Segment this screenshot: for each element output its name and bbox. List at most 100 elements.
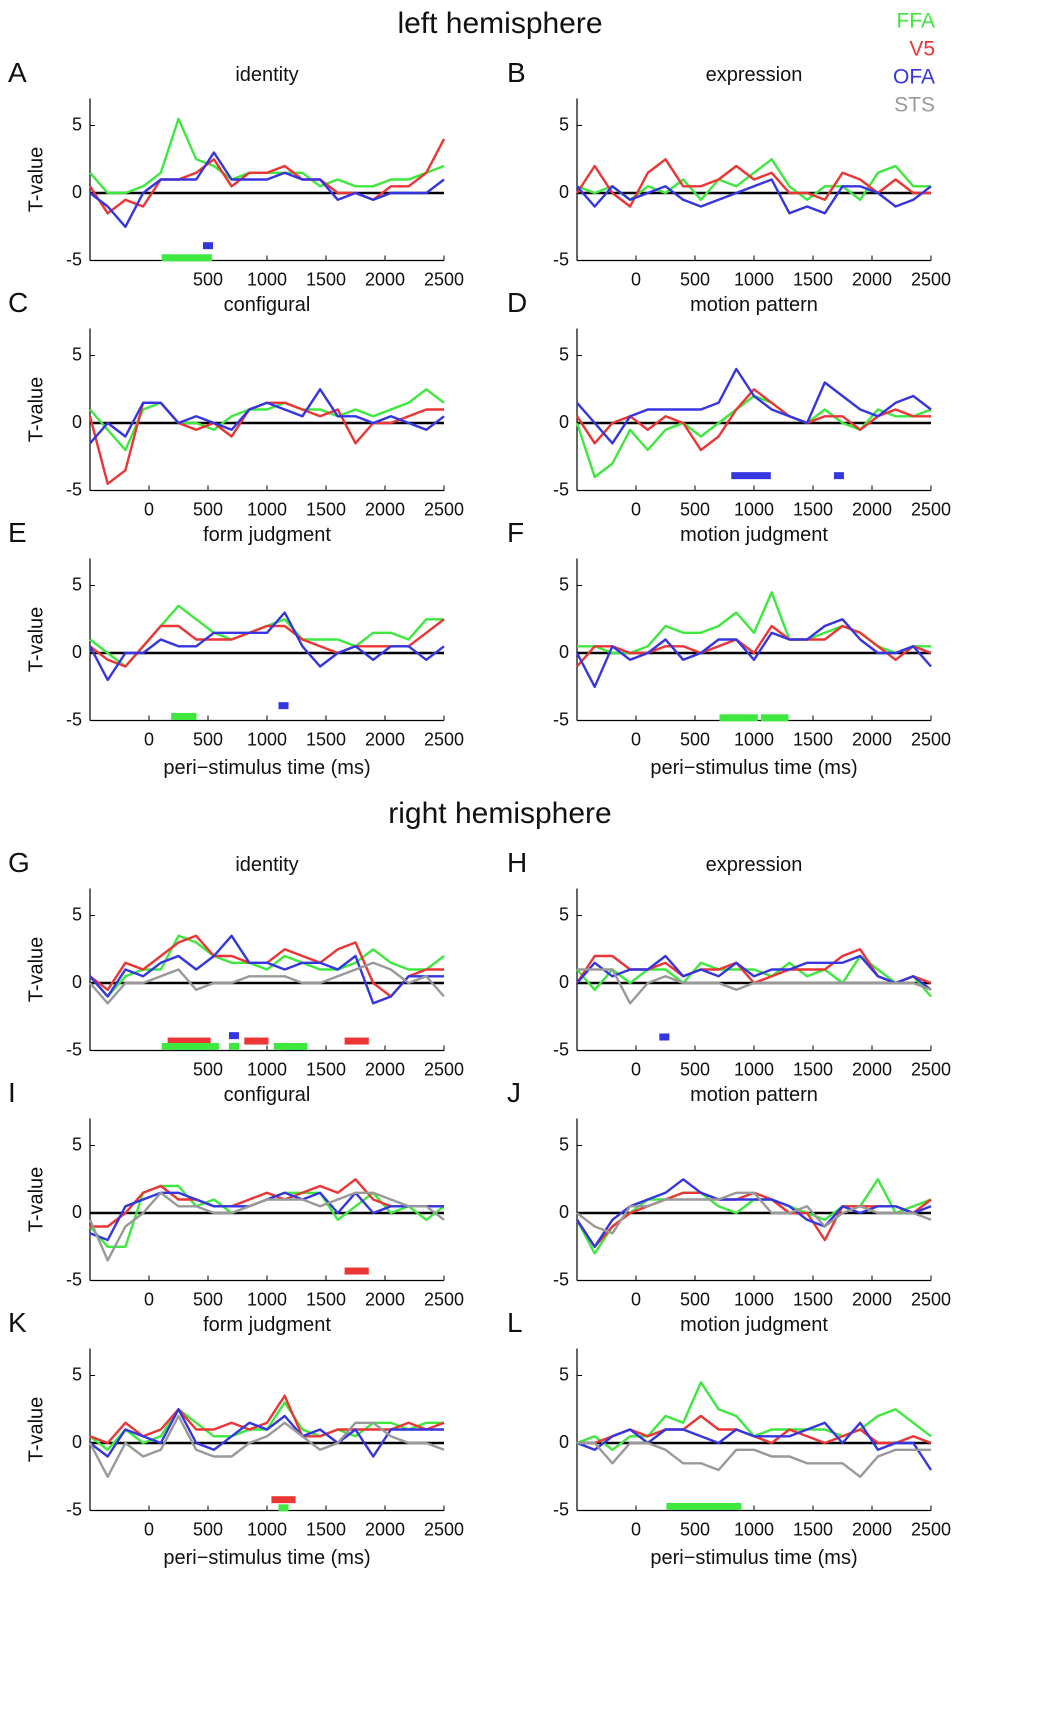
- y-tick-label: -5: [66, 1499, 82, 1519]
- x-tick-label: 2000: [852, 1519, 892, 1539]
- significance-marker: [760, 714, 789, 722]
- y-tick-label: 0: [559, 972, 569, 992]
- x-tick-label: 2000: [365, 729, 405, 749]
- x-tick-label: 1500: [793, 1059, 833, 1079]
- series-line: [575, 618, 932, 688]
- x-tick-label: 0: [144, 1289, 154, 1309]
- x-tick-label: 2500: [911, 269, 951, 289]
- x-tick-label: 1000: [734, 1519, 774, 1539]
- series-line: [89, 934, 444, 1005]
- panel-title: motion judgment: [680, 524, 828, 546]
- x-tick-label: 0: [631, 1519, 641, 1539]
- x-tick-label: 500: [680, 1059, 710, 1079]
- series-line: [89, 388, 445, 445]
- x-tick-label: 1500: [306, 499, 346, 519]
- x-tick-label: 2000: [852, 729, 892, 749]
- significance-marker: [271, 1496, 296, 1504]
- x-tick-label: 1500: [306, 729, 346, 749]
- series-line: [88, 611, 445, 682]
- panel-letter: F: [507, 517, 524, 548]
- x-tick-label: 500: [680, 729, 710, 749]
- panel-letter: L: [507, 1307, 523, 1338]
- x-tick-label: 2500: [424, 729, 464, 749]
- series-line: [575, 1178, 932, 1255]
- x-axis-label: peri−stimulus time (ms): [163, 757, 370, 779]
- x-tick-label: 0: [144, 499, 154, 519]
- x-tick-label: 2500: [424, 1059, 464, 1079]
- x-axis-label: peri−stimulus time (ms): [650, 1547, 857, 1569]
- x-tick-label: 2500: [424, 499, 464, 519]
- legend-label: FFA: [896, 10, 935, 33]
- series-line: [575, 948, 932, 985]
- significance-marker: [228, 1032, 239, 1040]
- series-line: [575, 1178, 932, 1248]
- significance-marker: [228, 1042, 239, 1050]
- panel-title: motion judgment: [680, 1314, 828, 1336]
- x-tick-label: 2500: [911, 1059, 951, 1079]
- y-tick-label: 0: [72, 1202, 82, 1222]
- y-axis-label: T-value: [25, 607, 47, 673]
- x-tick-label: 2500: [424, 269, 464, 289]
- series-line: [576, 178, 932, 215]
- y-tick-label: 5: [559, 1364, 569, 1384]
- panel-title: motion pattern: [690, 1084, 818, 1106]
- x-tick-label: 500: [193, 269, 223, 289]
- x-tick-label: 1000: [247, 499, 287, 519]
- x-tick-label: 2000: [852, 1059, 892, 1079]
- y-axis-label: T-value: [25, 377, 47, 443]
- x-tick-label: 1000: [247, 1059, 287, 1079]
- series-line: [575, 394, 932, 479]
- y-tick-label: -5: [553, 1499, 569, 1519]
- panel-letter: G: [8, 847, 30, 878]
- panel-title: configural: [224, 294, 311, 316]
- series-line: [89, 961, 445, 1005]
- x-tick-label: 500: [680, 1289, 710, 1309]
- panel-letter: D: [507, 287, 527, 318]
- y-tick-label: 0: [559, 412, 569, 432]
- x-tick-label: 0: [144, 1519, 154, 1539]
- significance-marker: [659, 1033, 670, 1041]
- significance-marker: [171, 712, 197, 720]
- panel-title: form judgment: [203, 524, 331, 546]
- x-tick-label: 1000: [734, 729, 774, 749]
- series-line: [576, 367, 932, 445]
- series-line: [90, 1178, 444, 1228]
- series-line: [577, 1441, 931, 1478]
- series-line: [88, 1191, 445, 1262]
- x-tick-label: 1000: [247, 729, 287, 749]
- x-tick-label: 1000: [734, 1289, 774, 1309]
- series-line: [88, 401, 444, 485]
- panel-letter: C: [8, 287, 28, 318]
- series-line: [89, 934, 445, 998]
- panel-letter: J: [507, 1077, 521, 1108]
- significance-marker: [203, 242, 213, 250]
- x-tick-label: 2500: [424, 1289, 464, 1309]
- x-tick-label: 2000: [365, 1519, 405, 1539]
- y-tick-label: 0: [72, 182, 82, 202]
- x-tick-label: 1000: [247, 1289, 287, 1309]
- series-line: [576, 1381, 932, 1451]
- y-tick-label: -5: [66, 1269, 82, 1289]
- y-tick-label: 0: [72, 412, 82, 432]
- x-axis-label: peri−stimulus time (ms): [163, 1547, 370, 1569]
- x-tick-label: 500: [680, 1519, 710, 1539]
- series-line: [88, 1414, 445, 1478]
- series-line: [576, 954, 932, 991]
- series-line: [89, 618, 445, 668]
- significance-marker: [833, 472, 844, 480]
- significance-marker: [344, 1267, 369, 1275]
- series-line: [576, 954, 932, 998]
- x-tick-label: 2500: [911, 1289, 951, 1309]
- x-tick-label: 0: [631, 269, 641, 289]
- significance-marker: [666, 1502, 742, 1510]
- y-tick-label: -5: [66, 1039, 82, 1059]
- panel-title: expression: [706, 854, 803, 876]
- y-tick-label: 5: [559, 574, 569, 594]
- series-line: [89, 151, 445, 228]
- x-tick-label: 1000: [247, 1519, 287, 1539]
- series-line: [576, 1421, 933, 1471]
- y-axis-label: T-value: [25, 937, 47, 1003]
- significance-marker: [733, 714, 758, 722]
- y-tick-label: 5: [72, 114, 82, 134]
- significance-marker: [167, 1037, 211, 1045]
